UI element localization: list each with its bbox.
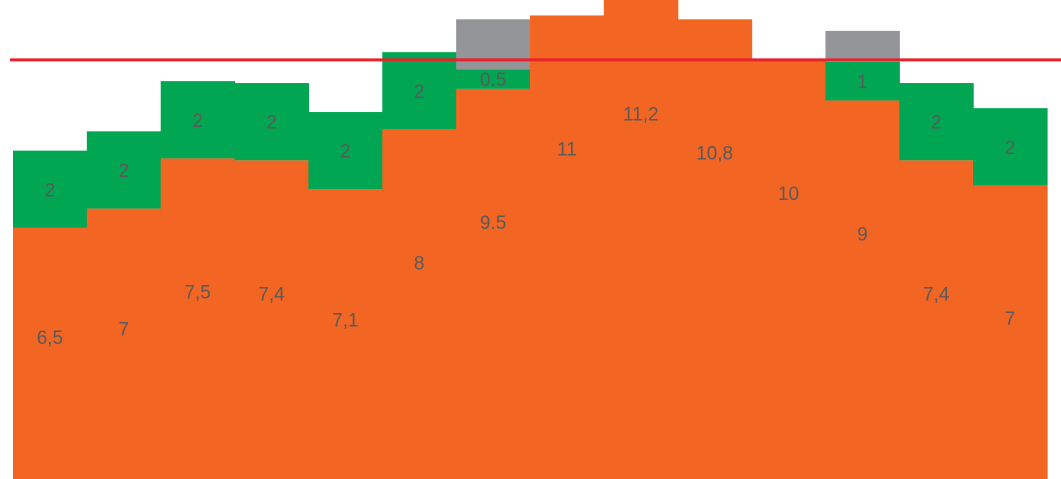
bar-base-7 bbox=[530, 15, 605, 479]
bar-base-10 bbox=[751, 59, 827, 479]
bar-base-8 bbox=[603, 0, 679, 479]
bar-base-label-0: 6,5 bbox=[37, 328, 63, 349]
bar-green-1 bbox=[86, 131, 162, 209]
bar-base-label-10: 10 bbox=[778, 184, 799, 205]
bar-green-2 bbox=[160, 81, 236, 159]
bar-grey-11 bbox=[825, 30, 900, 62]
bar-base-11 bbox=[825, 100, 900, 479]
bar-green-13 bbox=[973, 108, 1048, 186]
bar-green-label-13: 2 bbox=[1005, 138, 1016, 159]
bar-base-9 bbox=[677, 19, 753, 479]
bar-base-12 bbox=[899, 160, 974, 479]
bar-base-label-6: 9.5 bbox=[480, 213, 506, 234]
bar-green-11 bbox=[825, 61, 900, 101]
bar-green-label-3: 2 bbox=[266, 113, 277, 134]
bar-base-2 bbox=[160, 158, 236, 479]
bar-base-3 bbox=[234, 160, 310, 479]
bar-green-0 bbox=[13, 150, 88, 228]
bar-green-label-11: 1 bbox=[857, 72, 868, 93]
bar-base-label-3: 7,4 bbox=[258, 284, 285, 305]
bar-green-5 bbox=[382, 52, 457, 130]
bar-green-label-0: 2 bbox=[45, 180, 56, 201]
bar-base-label-8: 11,2 bbox=[623, 105, 659, 126]
bar-base-6 bbox=[456, 88, 531, 479]
bar-base-label-1: 7 bbox=[118, 319, 129, 340]
bar-green-label-5: 2 bbox=[414, 82, 425, 103]
bar-green-label-6: 0.5 bbox=[480, 70, 506, 91]
bar-base-label-12: 7,4 bbox=[923, 284, 950, 305]
bar-grey-6 bbox=[456, 19, 531, 70]
bar-base-1 bbox=[86, 208, 162, 479]
bar-green-label-1: 2 bbox=[118, 161, 129, 182]
bar-base-label-7: 11 bbox=[557, 139, 577, 160]
bar-green-6 bbox=[456, 69, 531, 89]
bar-green-4 bbox=[308, 112, 383, 190]
bar-base-label-13: 7 bbox=[1005, 309, 1016, 330]
bar-green-12 bbox=[899, 83, 974, 161]
bar-base-label-5: 8 bbox=[414, 253, 425, 274]
bar-green-label-12: 2 bbox=[931, 113, 942, 134]
bar-base-5 bbox=[382, 129, 457, 479]
bar-base-label-9: 10,8 bbox=[696, 143, 733, 164]
bar-base-0 bbox=[13, 227, 88, 479]
bar-green-3 bbox=[234, 83, 310, 161]
bar-green-label-4: 2 bbox=[340, 142, 351, 163]
bar-green-label-2: 2 bbox=[192, 111, 203, 132]
bar-base-label-4: 7,1 bbox=[332, 311, 358, 332]
bar-base-label-11: 9 bbox=[857, 224, 868, 245]
bar-base-4 bbox=[308, 189, 383, 479]
bar-base-label-2: 7,5 bbox=[184, 282, 210, 303]
bar-base-13 bbox=[973, 185, 1048, 479]
